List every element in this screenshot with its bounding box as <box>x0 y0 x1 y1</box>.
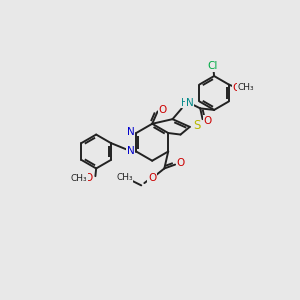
Text: O: O <box>176 158 185 168</box>
Text: H: H <box>181 98 188 108</box>
Text: N: N <box>186 98 193 108</box>
Text: O: O <box>204 116 212 126</box>
Text: O: O <box>84 173 93 184</box>
Text: CH₃: CH₃ <box>71 174 88 183</box>
Text: O: O <box>158 105 166 115</box>
Text: Cl: Cl <box>207 61 218 71</box>
Text: N: N <box>127 127 135 137</box>
Text: O: O <box>232 82 241 93</box>
Text: N: N <box>127 146 135 156</box>
Text: CH₃: CH₃ <box>116 173 133 182</box>
Text: CH₃: CH₃ <box>237 83 254 92</box>
Text: O: O <box>148 173 156 183</box>
Text: S: S <box>193 119 200 132</box>
